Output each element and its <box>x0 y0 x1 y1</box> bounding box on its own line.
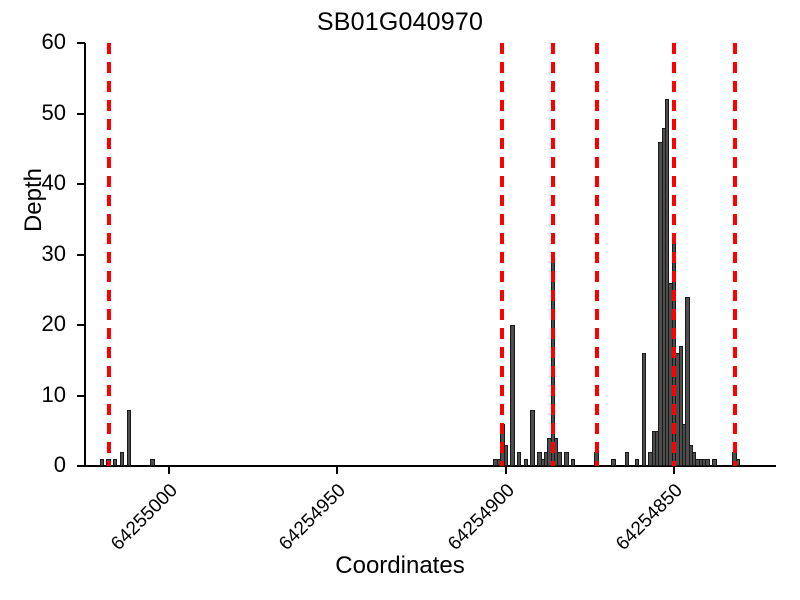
marker-line <box>500 43 505 466</box>
bar <box>634 458 640 466</box>
y-tick-label: 0 <box>53 452 66 477</box>
bar <box>678 346 683 466</box>
bar <box>624 451 630 466</box>
y-tick <box>77 465 85 467</box>
y-tick-label: 50 <box>41 99 66 125</box>
y-tick-label: 20 <box>41 311 66 336</box>
marker-line <box>106 43 111 466</box>
marker-line <box>672 43 677 466</box>
y-tick-label: 10 <box>41 381 66 407</box>
bar <box>510 325 515 466</box>
plot-area <box>85 43 775 466</box>
bar <box>150 458 155 466</box>
marker-line <box>594 43 599 466</box>
x-tick <box>504 466 507 474</box>
bar <box>570 458 576 466</box>
bar <box>523 458 529 466</box>
y-axis-line <box>84 43 86 467</box>
y-tick-label: 30 <box>41 240 66 266</box>
bar <box>113 458 118 466</box>
x-axis-label: Coordinates <box>335 552 465 579</box>
x-tick-label: 64255000 <box>107 480 182 555</box>
y-tick <box>77 112 85 115</box>
bar <box>99 458 105 466</box>
y-tick <box>77 253 85 256</box>
bar <box>705 458 710 466</box>
x-tick <box>168 466 171 474</box>
y-tick <box>77 324 85 326</box>
x-tick-label: 64254850 <box>612 480 687 555</box>
x-tick <box>336 466 339 474</box>
y-tick <box>77 42 85 44</box>
bar <box>611 458 616 466</box>
bar <box>126 409 131 466</box>
marker-line <box>550 43 555 466</box>
marker-line <box>732 43 737 466</box>
bar <box>119 451 125 466</box>
bar <box>557 451 562 466</box>
y-tick-label: 40 <box>41 170 66 195</box>
y-tick <box>77 183 85 185</box>
bar <box>516 451 522 466</box>
bar <box>712 458 717 466</box>
chart-title: SB01G040970 <box>316 8 484 36</box>
bar <box>685 296 690 466</box>
y-tick <box>77 394 85 397</box>
x-axis-line <box>84 465 776 467</box>
x-tick <box>673 466 676 474</box>
bar <box>530 409 535 466</box>
bar <box>564 451 569 466</box>
bar <box>641 353 646 466</box>
y-tick-label: 60 <box>41 29 66 54</box>
